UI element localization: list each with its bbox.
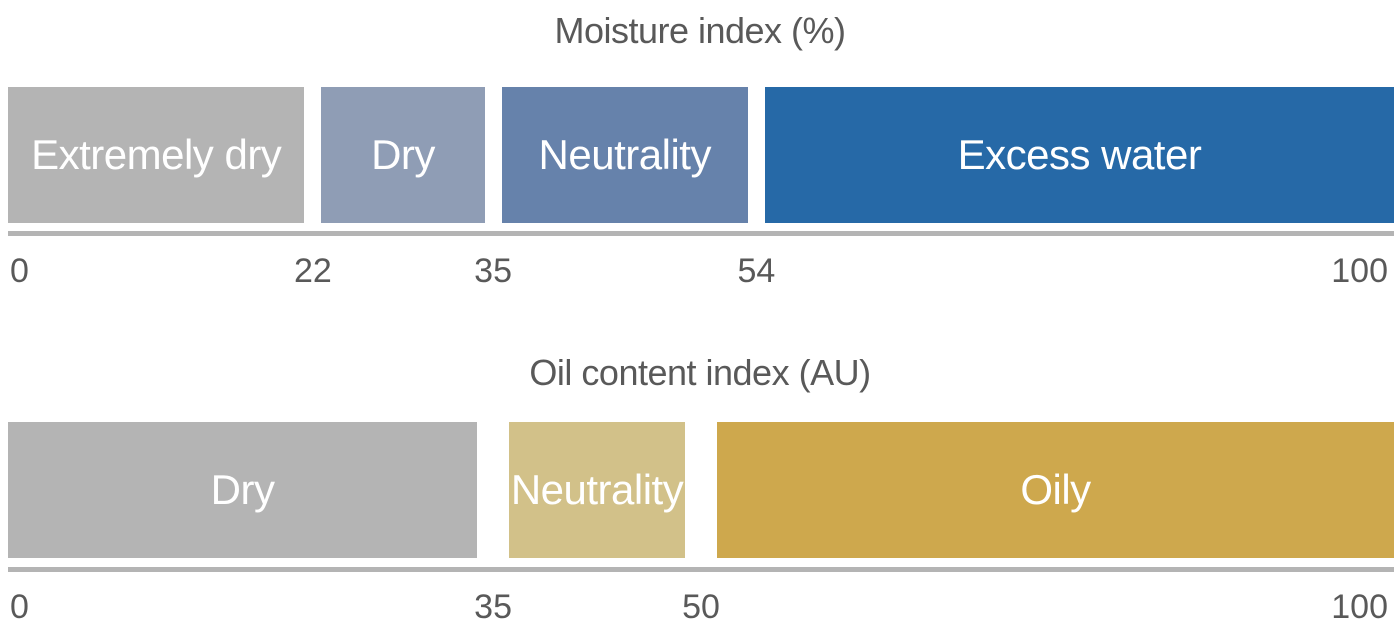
moisture-tick-label: 22: [293, 252, 332, 290]
moisture-segment-extremely-dry: Extremely dry: [8, 87, 305, 223]
oil-segment-dry: Dry: [8, 422, 478, 558]
oil-segment-oily: Oily: [717, 422, 1394, 558]
oil-tick-label: 50: [682, 588, 720, 626]
moisture-segment-dry: Dry: [321, 87, 485, 223]
oil-tick-label: 35: [474, 588, 513, 626]
moisture-tick-label: 35: [474, 252, 513, 290]
moisture-tick-label: 0: [10, 252, 29, 290]
oil-segment-neutrality: Neutrality: [509, 422, 685, 558]
oil-tick-label: 100: [1331, 588, 1388, 626]
oil-content-index-title: Oil content index (AU): [529, 352, 871, 393]
moisture-segment-excess-water: Excess water: [764, 87, 1394, 223]
oil-tick-label: 0: [10, 588, 29, 626]
moisture-tick-label: 100: [1331, 252, 1388, 290]
moisture-index-axis-line: [8, 231, 1394, 236]
moisture-tick-label: 54: [737, 252, 776, 290]
oil-content-index-axis-line: [8, 567, 1394, 572]
moisture-index-title: Moisture index (%): [554, 10, 846, 51]
moisture-segment-neutrality: Neutrality: [501, 87, 748, 223]
